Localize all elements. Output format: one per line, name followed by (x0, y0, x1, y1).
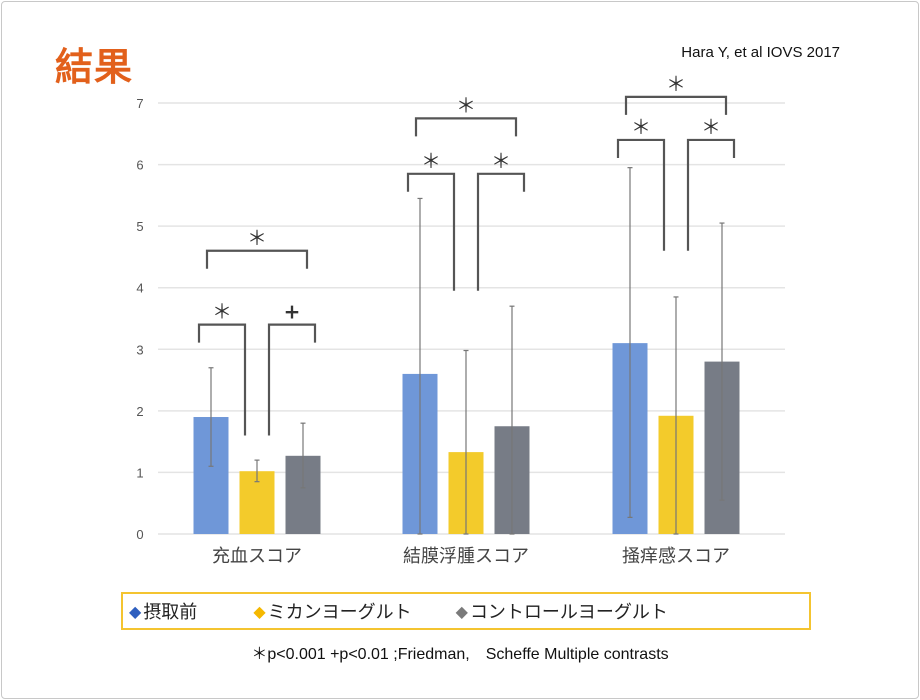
significance-label: ＊ (666, 72, 686, 96)
y-tick-label: 3 (136, 342, 143, 357)
y-tick-label: 7 (136, 96, 143, 111)
diamond-icon: ◆ (253, 601, 266, 621)
significance-bracket (624, 95, 728, 115)
bar-chart: 0 1 2 3 4 5 6 7 充血スコア 結膜浮腫スコア 掻痒感スコア ＊ + ＊ ＊ ＊ ＊ ＊ ＊ ＊ (136, 72, 785, 567)
significance-bracket (686, 138, 736, 251)
significance-bracket (406, 172, 456, 291)
significance-label: ＊ (212, 300, 232, 324)
y-tick-label: 5 (136, 219, 143, 234)
legend-item-control: ◆ コントロールヨーグルト (456, 598, 668, 624)
y-tick-label: 0 (136, 527, 143, 542)
significance-label: + (284, 300, 301, 324)
citation: Hara Y, et al IOVS 2017 (681, 44, 840, 61)
significance-bracket (267, 323, 317, 436)
footnote: ＊p<0.001 +p<0.01 ;Friedman, Scheffe Mult… (251, 646, 669, 663)
significance-bracket (197, 323, 247, 436)
significance-bracket (414, 117, 518, 137)
significance-label: ＊ (491, 149, 511, 173)
legend-label: コントロールヨーグルト (469, 602, 668, 623)
significance-label: ＊ (247, 226, 267, 250)
significance-bracket (476, 172, 526, 291)
legend-label: 摂取前 (143, 602, 198, 623)
significance-label: ＊ (701, 115, 721, 139)
y-tick-label: 6 (136, 158, 143, 173)
diamond-icon: ◆ (129, 601, 142, 621)
significance-label: ＊ (421, 149, 441, 173)
x-tick-label: 結膜浮腫スコア (403, 546, 529, 567)
legend-label: ミカンヨーグルト (267, 602, 412, 623)
significance-label: ＊ (456, 93, 476, 117)
legend-item-before: ◆ 摂取前 (129, 598, 197, 624)
diamond-icon: ◆ (455, 601, 468, 621)
significance-bracket (205, 249, 309, 269)
y-tick-label: 4 (136, 281, 143, 296)
slide-title: 結果 (55, 45, 134, 89)
chart-legend: ◆ 摂取前 ◆ ミカンヨーグルト ◆ コントロールヨーグルト (121, 592, 811, 630)
y-tick-label: 1 (136, 465, 143, 480)
x-tick-label: 充血スコア (212, 546, 302, 567)
x-tick-label: 掻痒感スコア (622, 546, 730, 567)
legend-item-mikan: ◆ ミカンヨーグルト (253, 598, 411, 624)
significance-bracket (616, 138, 666, 251)
y-tick-label: 2 (136, 404, 143, 419)
significance-label: ＊ (631, 115, 651, 139)
